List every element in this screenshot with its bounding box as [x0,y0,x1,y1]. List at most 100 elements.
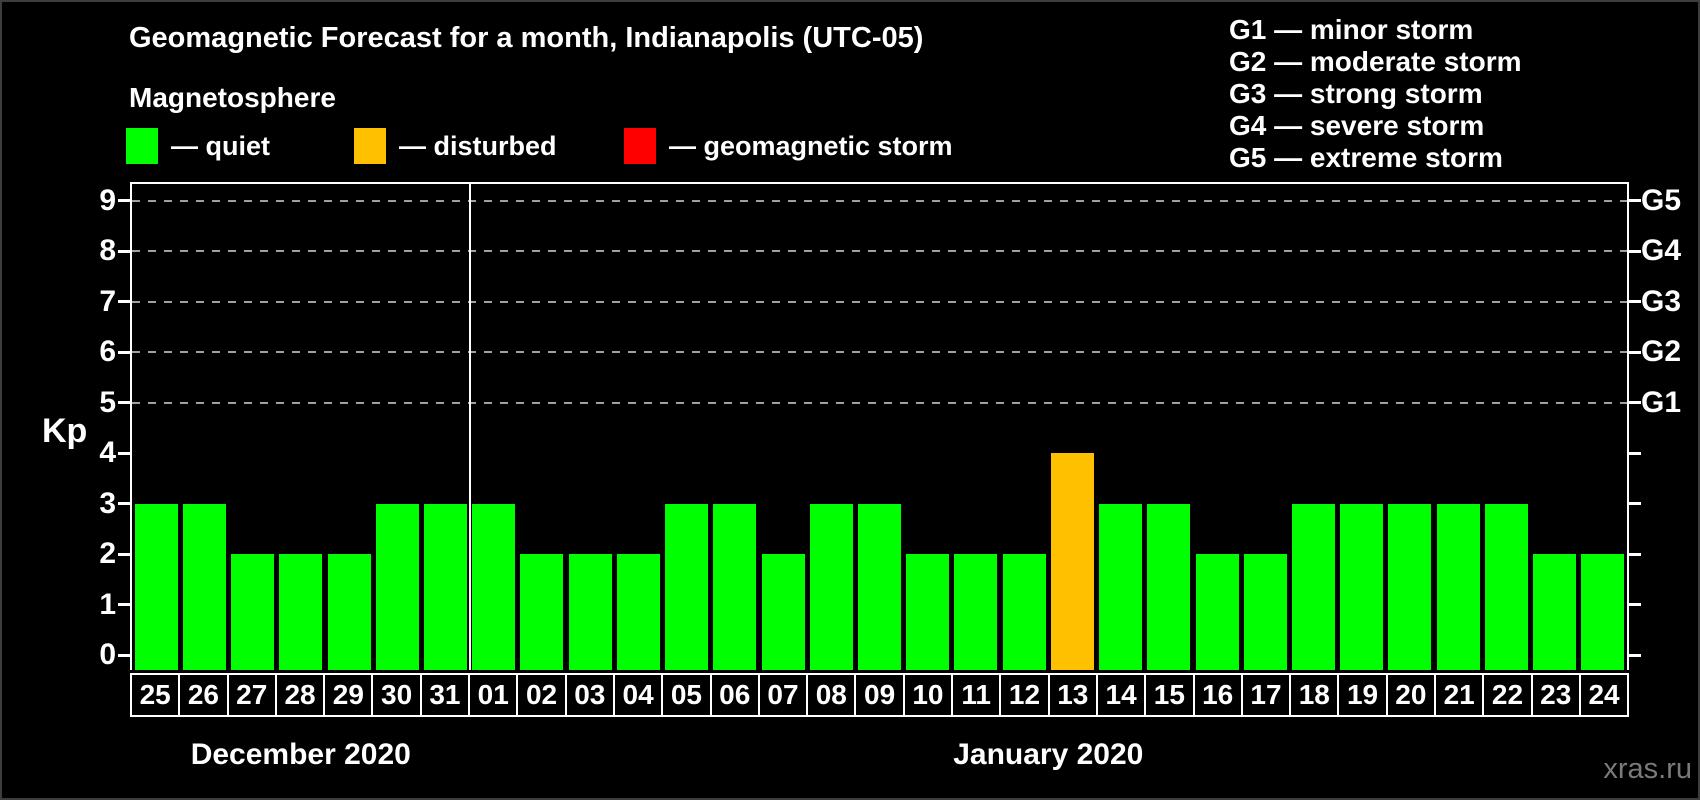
kp-bar-31 [423,503,467,670]
day-cell-21: 21 [1434,673,1485,717]
kp-bar-22 [1484,503,1528,670]
watermark: xras.ru [1603,753,1692,785]
y-axis-title: Kp [42,412,88,450]
y-tick-right-5 [1629,401,1641,404]
y-tick-label-8: 8 [99,234,116,267]
storm-legend-line-2: G2 — moderate storm [1229,46,1522,77]
y-tick-label-5: 5 [99,385,116,419]
g-scale-label-g1: G1 [1641,385,1682,419]
day-cell-31: 31 [419,673,471,717]
y-tick-left-2 [118,552,130,556]
y-tick-label-4: 4 [99,436,116,469]
day-cell-27: 27 [226,673,277,717]
day-cell-05: 05 [661,673,712,717]
y-tick-right-7 [1629,300,1641,303]
day-cell-11: 11 [951,673,1002,717]
chart-title: Geomagnetic Forecast for a month, Indian… [129,22,924,54]
day-cell-14: 14 [1095,673,1147,717]
kp-bar-26 [182,503,226,670]
gridline-kp7 [132,300,1627,303]
y-tick-label-0: 0 [99,638,116,671]
day-cell-04: 04 [612,673,664,717]
month-label-0: December 2020 [190,738,411,771]
y-tick-right-3 [1629,502,1641,505]
kp-bar-17 [1243,554,1287,670]
kp-bar-01 [472,503,516,670]
gridline-kp5 [132,401,1627,404]
kp-bar-20 [1388,503,1432,670]
y-tick-right-1 [1629,603,1641,606]
kp-bar-03 [568,554,612,670]
y-tick-label-6: 6 [99,335,116,368]
y-tick-left-5 [118,401,130,404]
g-scale-label-g3: G3 [1641,284,1682,318]
storm-legend-line-3: G3 — strong storm [1229,78,1483,109]
day-cell-28: 28 [274,673,326,717]
legend-label-storm: — geomagnetic storm [669,130,953,161]
y-tick-right-0 [1629,653,1641,657]
day-cell-07: 07 [757,673,809,717]
y-tick-right-2 [1629,552,1641,556]
y-tick-left-9 [118,199,130,202]
kp-bar-12 [1002,554,1046,670]
g-scale-label-g4: G4 [1641,234,1682,267]
day-cell-01: 01 [468,673,519,717]
kp-bar-18 [1292,503,1336,670]
kp-bar-15 [1147,503,1191,670]
y-tick-left-4 [118,451,130,455]
legend-swatch-disturbed [354,128,386,164]
day-cell-30: 30 [371,673,422,717]
day-cell-09: 09 [854,673,905,717]
kp-bar-24 [1581,554,1625,670]
kp-bar-05 [665,503,709,670]
month-label-1: January 2020 [953,738,1144,771]
legend-item-disturbed: — disturbed [354,128,557,164]
plot-area [118,182,1641,670]
day-cell-26: 26 [178,673,229,717]
legend-item-quiet: — quiet [126,128,270,164]
legend-label-quiet: — quiet [171,130,270,161]
y-tick-left-7 [118,300,130,303]
kp-bar-07 [761,554,805,670]
storm-legend-line-1: G1 — minor storm [1229,14,1474,45]
legend-item-storm: — geomagnetic storm [624,128,953,164]
kp-bar-13 [1050,453,1094,670]
kp-bar-04 [616,554,660,670]
day-cell-20: 20 [1385,673,1437,717]
kp-bar-27 [231,554,275,670]
day-cell-13: 13 [1047,673,1098,717]
day-cell-17: 17 [1240,673,1292,717]
gridline-kp6 [132,351,1627,353]
x-axis-day-row: 25 26 27 28 29 30 31 01 02 03 04 05 06 07 08 09 10 11 12 13… [130,673,1630,717]
day-cell-06: 06 [709,673,760,717]
day-cell-10: 10 [902,673,954,717]
kp-bar-19 [1340,503,1384,670]
kp-bar-28 [279,554,323,670]
kp-bar-06 [713,503,757,670]
day-cell-23: 23 [1530,673,1581,717]
y-tick-left-0 [118,653,130,657]
y-tick-label-1: 1 [99,587,116,621]
kp-bar-11 [954,554,998,670]
kp-bar-09 [857,503,901,670]
day-cell-12: 12 [999,673,1050,717]
kp-bar-10 [906,554,950,670]
y-tick-label-7: 7 [99,284,116,318]
day-cell-03: 03 [564,673,615,717]
kp-bar-25 [134,503,178,670]
y-tick-right-4 [1629,451,1641,455]
day-cell-02: 02 [516,673,567,717]
kp-bar-30 [375,503,419,670]
day-cell-15: 15 [1144,673,1195,717]
storm-legend-line-4: G4 — severe storm [1229,110,1485,141]
y-tick-left-3 [118,502,130,505]
y-tick-label-9: 9 [99,183,116,217]
g-scale-label-g2: G2 [1641,335,1682,368]
kp-bar-21 [1436,503,1480,670]
day-cell-16: 16 [1192,673,1243,717]
magnetosphere-label: Magnetosphere [129,82,336,113]
y-tick-right-8 [1629,249,1641,253]
day-cell-25: 25 [130,673,181,717]
day-cell-18: 18 [1289,673,1340,717]
